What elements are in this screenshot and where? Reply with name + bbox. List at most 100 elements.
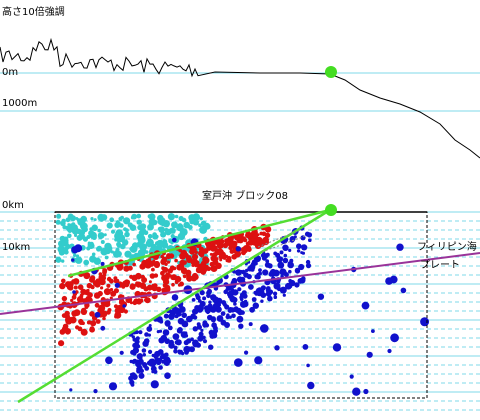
hypocenter [98, 272, 103, 276]
hypocenter [55, 256, 62, 263]
hypocenter [200, 328, 204, 332]
hypocenter [147, 214, 152, 219]
hypocenter [94, 311, 101, 318]
hypocenter [131, 213, 138, 220]
hypocenter [150, 365, 157, 372]
hypocenter [191, 298, 196, 302]
hypocenter [80, 328, 88, 336]
hypocenter [208, 300, 212, 304]
hypocenter [86, 282, 93, 289]
hypocenter [69, 316, 77, 324]
hypocenter [122, 239, 129, 246]
hypocenter [308, 238, 312, 242]
hypocenter [93, 389, 98, 394]
hypocenter [109, 217, 115, 223]
hypocenter [65, 239, 69, 243]
hypocenter [192, 219, 200, 226]
hypocenter [129, 359, 133, 364]
hypocenter [65, 243, 71, 250]
hypocenter [75, 325, 80, 330]
hypocenter [210, 246, 216, 252]
hypocenter [135, 360, 142, 368]
hypocenter [67, 223, 71, 227]
guide-dash [257, 229, 301, 248]
hypocenter [282, 293, 286, 297]
hypocenter [102, 268, 108, 274]
hypocenter [104, 242, 112, 251]
hypocenter [289, 258, 294, 263]
hypocenter [288, 269, 292, 274]
hypocenter [114, 282, 120, 288]
hypocenter [279, 286, 287, 294]
hypocenter [361, 301, 370, 310]
hypocenter [161, 359, 166, 364]
hypocenter [231, 277, 238, 284]
hypocenter [246, 247, 252, 253]
hypocenter [124, 250, 132, 258]
hypocenter [146, 284, 153, 291]
hypocenter [166, 253, 172, 259]
hypocenter [277, 261, 285, 269]
hypocenter [135, 272, 142, 280]
hypocenter [115, 223, 118, 227]
hypocenter [124, 231, 130, 238]
hypocenter [298, 263, 305, 271]
hypocenter [158, 226, 165, 233]
hypocenter [227, 290, 234, 298]
hypocenter [89, 326, 95, 333]
hypocenter [66, 331, 70, 335]
hypocenter [164, 372, 171, 380]
hypocenter [172, 333, 180, 340]
hypocenter [152, 232, 158, 238]
hypocenter [158, 365, 163, 370]
hypocenter [302, 344, 309, 350]
hypocenter [129, 224, 137, 231]
hypocenter [174, 314, 179, 319]
hypocenter [265, 288, 270, 293]
hypocenter [142, 362, 148, 368]
hypocenter [158, 357, 163, 362]
hypocenter [390, 333, 399, 343]
hypocenter [135, 281, 139, 286]
hypocenter [420, 317, 430, 327]
hypocenter [202, 248, 209, 254]
hypocenter [144, 298, 148, 302]
hypocenter [173, 307, 180, 314]
hypocenter [216, 315, 224, 322]
hypocenter [129, 283, 136, 290]
hypocenter [178, 234, 183, 239]
hypocenter [132, 262, 136, 267]
hypocenter [279, 250, 284, 255]
hypocenter [142, 353, 146, 357]
hypocenter [228, 315, 232, 319]
hypocenter [97, 228, 101, 233]
hypocenter [140, 228, 147, 235]
hypocenter [248, 284, 254, 290]
hypocenter [258, 268, 262, 272]
hypocenter [140, 223, 147, 230]
hypocenter [297, 245, 301, 250]
hypocenter [94, 302, 100, 308]
hypocenter [140, 275, 145, 280]
wedge-line [17, 208, 331, 404]
hypocenter [234, 358, 243, 367]
hypocenter [156, 316, 163, 323]
hypocenter [265, 259, 270, 264]
hypocenter [199, 253, 204, 258]
hypocenter [160, 231, 167, 238]
hypocenter [230, 287, 235, 292]
hypocenter [248, 322, 253, 327]
hypocenter [168, 313, 175, 320]
hypocenter [222, 256, 227, 260]
hypocenter [261, 255, 267, 261]
hypocenter [91, 224, 98, 232]
hypocenter [221, 300, 227, 305]
hypocenter [275, 252, 281, 258]
hypocenter [164, 360, 170, 367]
hypocenter [251, 297, 257, 302]
hypocenter [109, 278, 114, 284]
hypocenter [231, 253, 237, 260]
hypocenter [88, 230, 95, 237]
hypocenter [130, 372, 136, 378]
hypocenter [257, 236, 261, 240]
